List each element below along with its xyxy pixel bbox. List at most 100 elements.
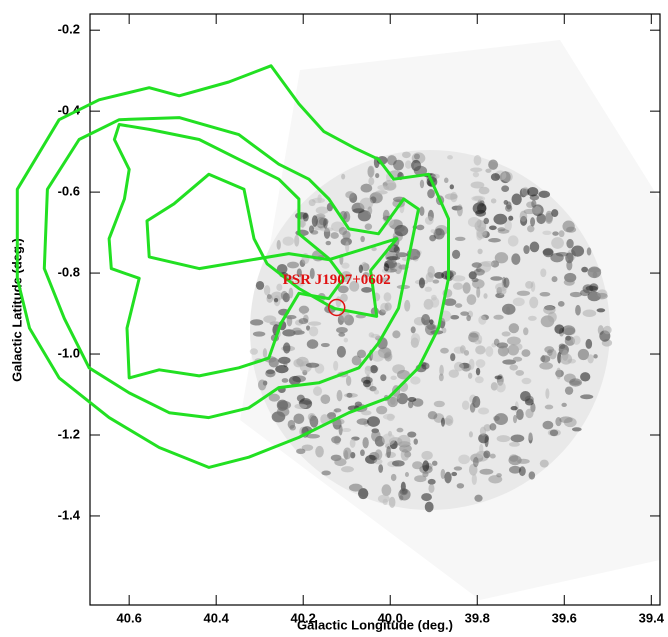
- blob: [344, 393, 358, 398]
- blob: [485, 346, 494, 357]
- blob: [493, 314, 504, 320]
- blob: [413, 438, 418, 445]
- blob: [419, 179, 425, 189]
- blob: [428, 483, 435, 493]
- blob: [296, 268, 302, 278]
- blob: [585, 285, 598, 291]
- blob: [302, 212, 309, 222]
- blob: [593, 354, 598, 359]
- blob: [333, 360, 339, 371]
- blob: [357, 210, 371, 222]
- blob: [453, 361, 464, 372]
- blob: [493, 338, 500, 346]
- x-axis-label: Galactic Longitude (deg.): [297, 617, 453, 632]
- blob: [512, 297, 525, 307]
- y-tick-label: -0.4: [58, 103, 81, 118]
- blob: [382, 179, 397, 191]
- blob: [466, 294, 477, 305]
- blob: [540, 268, 547, 278]
- blob: [380, 374, 387, 382]
- blob: [416, 224, 425, 231]
- blob: [450, 315, 460, 320]
- blob: [394, 225, 409, 237]
- blob: [471, 262, 482, 268]
- blob: [421, 314, 431, 326]
- blob: [518, 466, 526, 477]
- annotation-label: PSR J1907+0602: [283, 272, 391, 288]
- blob: [511, 193, 522, 206]
- blob: [512, 356, 523, 362]
- blob: [476, 451, 484, 459]
- blob: [449, 184, 454, 190]
- blob: [544, 346, 554, 354]
- blob: [407, 431, 417, 438]
- blob: [427, 265, 435, 278]
- blob: [433, 400, 445, 408]
- blob: [439, 364, 444, 376]
- blob: [536, 213, 546, 225]
- blob: [545, 388, 550, 399]
- blob: [360, 183, 373, 193]
- blob: [587, 266, 602, 279]
- blob: [289, 424, 296, 431]
- blob: [386, 256, 401, 261]
- blob: [430, 297, 440, 308]
- blob: [298, 318, 309, 325]
- blob: [422, 460, 430, 472]
- blob: [364, 223, 373, 230]
- blob: [429, 319, 434, 325]
- blob: [541, 355, 546, 363]
- contour: [145, 172, 399, 318]
- blob: [527, 315, 537, 321]
- blob: [525, 281, 534, 289]
- blob: [468, 431, 473, 438]
- blob: [509, 465, 522, 474]
- blob: [469, 402, 476, 413]
- blob: [336, 389, 343, 402]
- blob: [404, 160, 412, 169]
- blob: [317, 194, 322, 203]
- blob: [488, 238, 501, 243]
- x-tick-label: 39.4: [639, 610, 665, 625]
- blob: [296, 448, 306, 455]
- blob: [481, 260, 494, 267]
- blob: [531, 199, 537, 208]
- blob: [334, 458, 347, 467]
- blob: [506, 336, 521, 346]
- blob: [508, 215, 514, 221]
- blob: [560, 353, 573, 365]
- blob: [451, 471, 458, 477]
- blob: [494, 413, 508, 426]
- blob: [559, 416, 573, 424]
- blob: [566, 238, 574, 249]
- blob: [538, 190, 551, 199]
- blob: [293, 413, 305, 425]
- blob: [257, 379, 267, 391]
- blob: [268, 393, 280, 402]
- blob: [523, 245, 530, 254]
- blob: [542, 247, 554, 258]
- blob: [424, 216, 434, 225]
- blob: [506, 306, 511, 315]
- blob: [360, 235, 365, 243]
- blob: [490, 260, 500, 268]
- blob: [539, 362, 553, 370]
- blob: [571, 427, 582, 432]
- blob: [458, 454, 470, 465]
- blob: [375, 173, 380, 179]
- blob: [266, 369, 275, 375]
- blob: [484, 435, 489, 448]
- blob: [301, 307, 306, 315]
- blob: [377, 494, 390, 503]
- blob: [333, 408, 342, 413]
- y-axis-label: Galactic Latitude (deg.): [9, 238, 24, 382]
- blob: [483, 450, 491, 459]
- blob: [451, 275, 466, 282]
- y-tick-label: -1.4: [58, 507, 81, 522]
- blob: [476, 286, 481, 298]
- blob: [250, 319, 264, 326]
- blob: [473, 154, 482, 166]
- blob: [569, 291, 582, 298]
- blob: [383, 292, 392, 302]
- x-tick-label: 40.0: [378, 610, 403, 625]
